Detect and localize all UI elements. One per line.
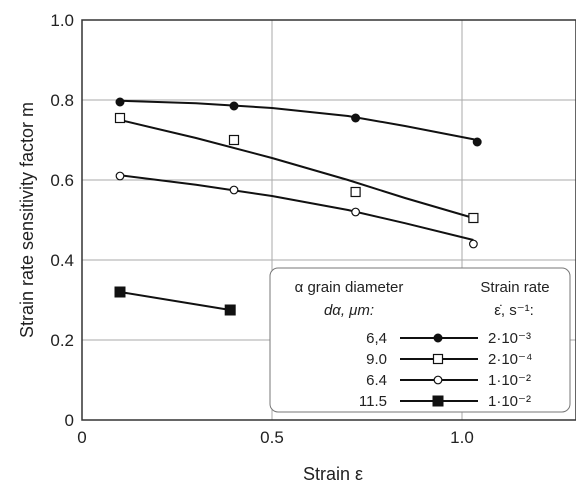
series-1-point bbox=[115, 97, 125, 107]
legend-row: 6.4 1·10⁻² bbox=[366, 372, 531, 389]
x-tick-label: 0.5 bbox=[260, 428, 284, 447]
legend-row: 6,4 2·10⁻³ bbox=[366, 330, 531, 347]
legend-strain-rate-value: 1·10⁻² bbox=[488, 372, 531, 389]
series-2-point bbox=[468, 212, 479, 224]
y-tick-label: 0.2 bbox=[50, 331, 74, 350]
series-2 bbox=[114, 112, 479, 224]
series-3-curve bbox=[119, 174, 474, 241]
series-4 bbox=[114, 286, 236, 316]
legend-marker bbox=[433, 333, 443, 343]
legend-strain-rate-value: 2·10⁻³ bbox=[488, 330, 531, 347]
y-tick-label: 0.8 bbox=[50, 91, 74, 110]
legend-strain-rate-title: Strain rate bbox=[480, 279, 549, 296]
legend-row: 9.0 2·10⁻⁴ bbox=[366, 351, 532, 368]
series-3 bbox=[115, 171, 478, 249]
axis-ticks: 0 0.2 0.4 0.6 0.8 1.0 0 0.5 1.0 bbox=[50, 11, 473, 447]
legend-strain-rate-value: 2·10⁻⁴ bbox=[488, 351, 532, 368]
series-2-point bbox=[228, 134, 240, 146]
legend-diameter-value: 6,4 bbox=[366, 330, 387, 347]
legend-rows: 6,4 2·10⁻³ 9.0 2·10⁻⁴ 6.4 1·10⁻² 11.5 1·10⁻² bbox=[359, 330, 532, 410]
legend-row: 11.5 1·10⁻² bbox=[359, 393, 531, 410]
series-2-point bbox=[114, 112, 126, 124]
x-tick-label: 0 bbox=[77, 428, 86, 447]
legend-diameter-value: 6.4 bbox=[366, 372, 387, 389]
series-1-point bbox=[472, 137, 482, 147]
legend-diameter-subtitle: dα, μm: bbox=[324, 302, 374, 319]
series-group bbox=[114, 97, 482, 316]
y-tick-label: 1.0 bbox=[50, 11, 74, 30]
legend: α grain diameter Strain rate dα, μm: ε̇,… bbox=[269, 267, 571, 413]
series-4-point bbox=[224, 304, 236, 316]
series-1-point bbox=[351, 113, 361, 123]
legend-marker bbox=[432, 395, 444, 407]
legend-diameter-value: 9.0 bbox=[366, 351, 387, 368]
plot-frame bbox=[81, 19, 576, 421]
legend-diameter-title: α grain diameter bbox=[295, 279, 404, 296]
series-4-curve bbox=[119, 291, 231, 311]
legend-strain-rate-subtitle: ε̇, s⁻¹: bbox=[494, 302, 534, 319]
legend-diameter-value: 11.5 bbox=[359, 393, 387, 410]
series-1-curve bbox=[119, 99, 478, 141]
x-tick-label: 1.0 bbox=[450, 428, 474, 447]
series-3-point bbox=[351, 207, 361, 217]
y-axis-label: Strain rate sensitivity factor m bbox=[17, 102, 37, 338]
series-2-point bbox=[350, 186, 361, 198]
y-tick-label: 0.6 bbox=[50, 171, 74, 190]
y-tick-label: 0.4 bbox=[50, 251, 74, 270]
y-tick-label: 0 bbox=[65, 411, 74, 430]
x-axis-label: Strain ε bbox=[303, 464, 363, 484]
legend-marker bbox=[432, 353, 444, 365]
series-1-point bbox=[229, 101, 239, 111]
legend-strain-rate-value: 1·10⁻² bbox=[488, 393, 531, 410]
series-3-point bbox=[469, 239, 478, 249]
series-1 bbox=[115, 97, 482, 147]
legend-box bbox=[269, 267, 571, 413]
series-2-curve bbox=[119, 119, 474, 219]
series-3-point bbox=[115, 171, 125, 181]
legend-marker bbox=[433, 375, 443, 385]
series-4-point bbox=[114, 286, 126, 298]
series-3-point bbox=[229, 185, 239, 195]
